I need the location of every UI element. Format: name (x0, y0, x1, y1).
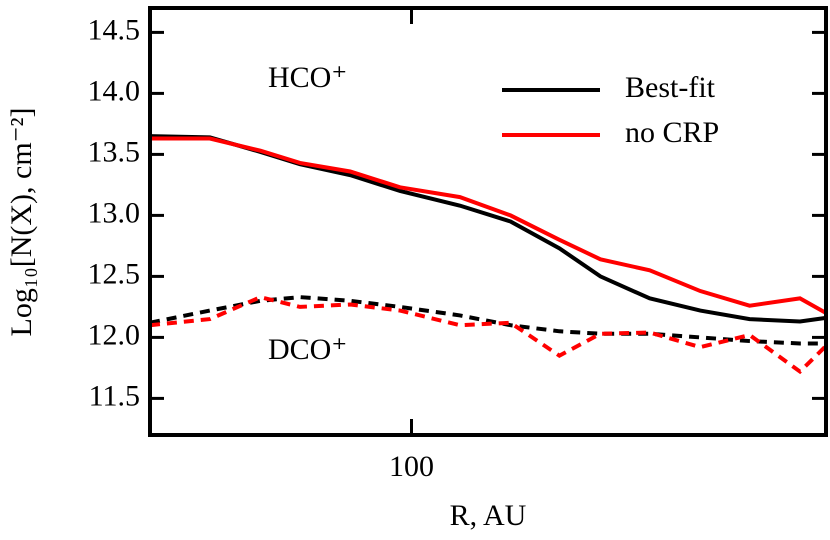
y-tick-label: 12.0 (88, 318, 141, 351)
legend-label: Best-fit (625, 71, 716, 104)
x-axis-label: R, AU (450, 499, 527, 532)
legend-label: no CRP (625, 116, 719, 149)
y-tick-label: 13.0 (88, 196, 141, 229)
y-tick-label: 14.0 (88, 74, 141, 107)
y-tick-label: 11.5 (89, 379, 140, 412)
series-line (149, 295, 828, 375)
y-tick-label: 13.5 (88, 135, 141, 168)
annotation: HCO⁺ (268, 61, 347, 94)
annotation: DCO⁺ (268, 333, 347, 366)
y-axis-label: Log₁₀[N(X), cm⁻²] (5, 107, 38, 336)
series-line (149, 295, 826, 346)
y-tick-label: 12.5 (88, 257, 141, 290)
plot-frame (148, 6, 828, 437)
y-tick-label: 14.5 (88, 13, 141, 46)
series-line (149, 134, 827, 324)
x-tick-label: 100 (389, 450, 434, 483)
series-line (150, 136, 827, 315)
